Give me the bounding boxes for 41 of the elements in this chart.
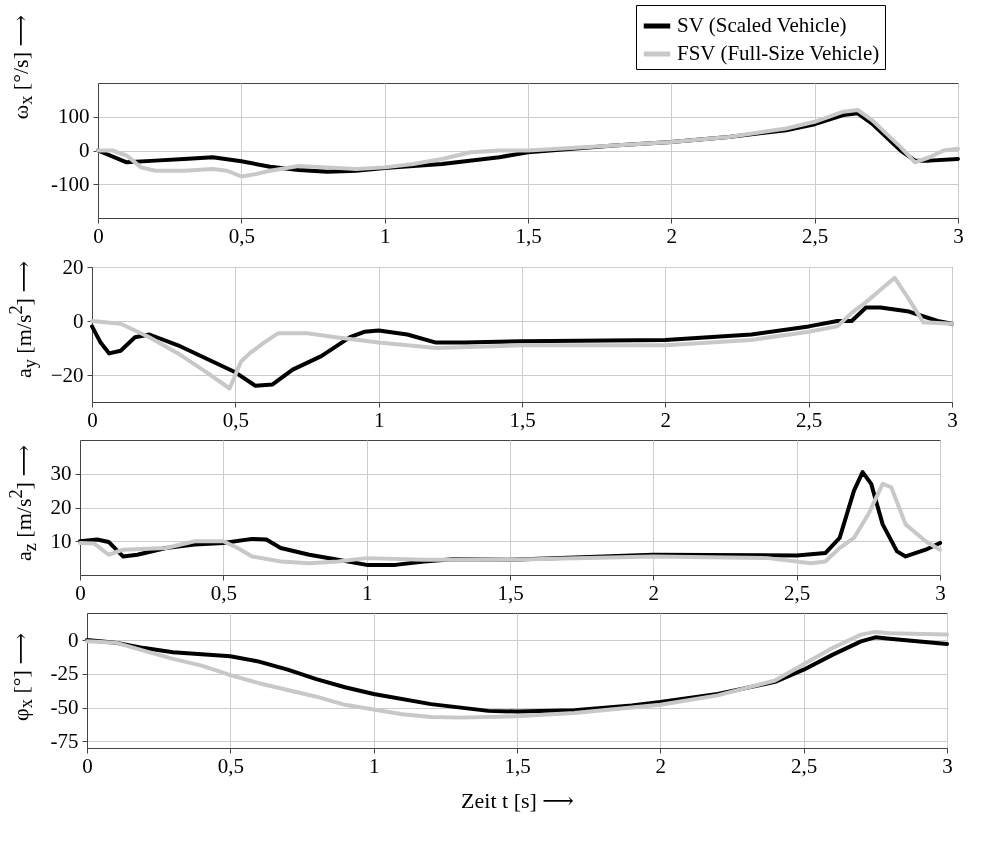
y-tick-label: -50 bbox=[50, 695, 79, 719]
y-tick-label: -25 bbox=[50, 661, 79, 686]
x-tick-label: 2 bbox=[655, 753, 667, 778]
y-tick-label: -100 bbox=[51, 171, 90, 196]
x-tick-label: 1 bbox=[368, 753, 380, 778]
x-tick-label: 3 bbox=[935, 580, 946, 605]
x-tick-label: 2 bbox=[648, 580, 660, 605]
x-tick-label: 1 bbox=[379, 223, 391, 248]
y-tick-label: 20 bbox=[62, 254, 84, 279]
x-tick-label: 0,5 bbox=[210, 580, 237, 605]
y-tick-label: 0 bbox=[73, 308, 84, 333]
x-tick-label: 0,5 bbox=[217, 753, 244, 778]
x-tick-label: 3 bbox=[942, 753, 953, 778]
x-axis-title: Zeit t [s] ⟶ bbox=[461, 787, 574, 813]
y-tick-label: −20 bbox=[50, 362, 84, 387]
x-tick-label: 1 bbox=[361, 580, 373, 605]
x-tick-label: 2 bbox=[660, 407, 672, 432]
y-tick-label: 100 bbox=[58, 104, 90, 129]
y-tick-label: -75 bbox=[50, 728, 79, 753]
x-tick-label: 2,5 bbox=[784, 580, 811, 605]
x-tick-label: 1,5 bbox=[504, 753, 531, 778]
x-tick-label: 0,5 bbox=[222, 407, 249, 432]
x-tick-label: 1,5 bbox=[497, 580, 524, 605]
legend-label: FSV (Full-Size Vehicle) bbox=[677, 41, 880, 65]
y-tick-label: 0 bbox=[68, 627, 79, 652]
y-tick-label: 0 bbox=[79, 138, 90, 162]
x-tick-label: 2 bbox=[666, 223, 678, 248]
x-tick-label: 2,5 bbox=[796, 407, 823, 432]
x-tick-label: 2,5 bbox=[791, 753, 818, 778]
x-tick-label: 3 bbox=[953, 223, 964, 248]
x-tick-label: 1,5 bbox=[509, 407, 536, 432]
y-tick-label: 20 bbox=[50, 495, 72, 519]
legend-label: SV (Scaled Vehicle) bbox=[677, 13, 847, 37]
x-tick-label: 3 bbox=[947, 407, 958, 432]
y-tick-label: 30 bbox=[50, 461, 72, 486]
line-series bbox=[90, 305, 954, 388]
y-tick-label: 10 bbox=[50, 528, 72, 553]
x-tick-label: 2,5 bbox=[802, 223, 829, 248]
x-tick-label: 0,5 bbox=[228, 223, 255, 248]
x-tick-label: 1 bbox=[373, 407, 385, 432]
x-tick-label: 1,5 bbox=[515, 223, 542, 248]
